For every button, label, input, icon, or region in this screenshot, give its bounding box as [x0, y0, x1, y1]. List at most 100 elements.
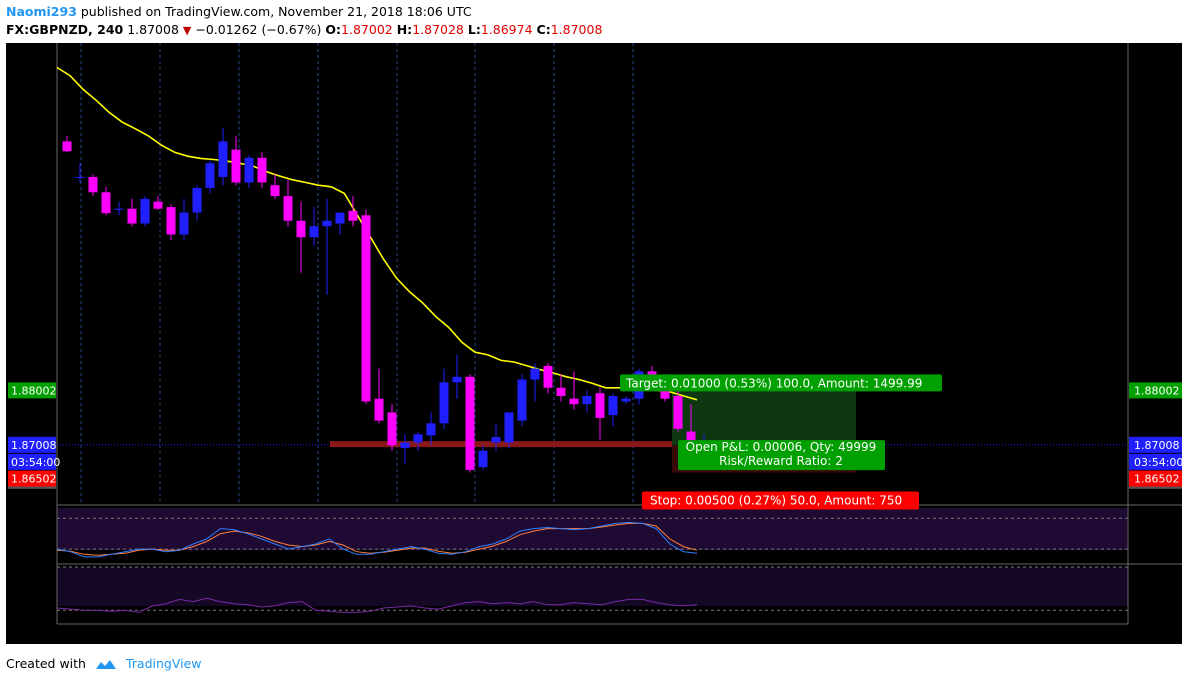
- candle-body: [166, 207, 176, 235]
- candle-body: [114, 208, 124, 210]
- y-tick-label-left: 1.92000: [7, 166, 53, 179]
- x-tick-label: 29: [1111, 627, 1126, 640]
- candle-body: [621, 398, 631, 402]
- candle-body: [569, 398, 579, 405]
- x-tick-label: 21: [638, 627, 653, 640]
- y-tick-label-left: 1.93000: [7, 111, 53, 124]
- candle-body: [205, 163, 215, 188]
- price-tag-left: [8, 453, 56, 470]
- price-tag-left-text: 1.86502: [11, 473, 57, 486]
- candle-body: [595, 393, 605, 418]
- candle-body: [673, 395, 683, 429]
- author-link[interactable]: Naomi293: [6, 4, 77, 19]
- moving-average-line: [56, 66, 698, 401]
- candle-body: [478, 450, 488, 468]
- rsi-tick-right: 40.0000: [1137, 593, 1183, 606]
- x-tick-label: 16: [401, 627, 417, 640]
- y-tick-label-left: 1.91000: [7, 220, 53, 233]
- open-pl-box: [678, 440, 885, 471]
- candle-body: [309, 226, 319, 238]
- x-tick-label: 28: [1032, 627, 1047, 640]
- candle-body: [387, 412, 397, 446]
- candle-body: [413, 434, 423, 443]
- candle-body: [400, 442, 410, 448]
- price-tag-left-text: 03:54:00: [11, 456, 60, 469]
- candle-body: [530, 368, 540, 380]
- stop-label: Stop: 0.00500 (0.27%) 50.0, Amount: 750: [650, 494, 902, 508]
- y-tick-label-right: 1.89000: [1137, 330, 1183, 343]
- candle-body: [504, 412, 514, 443]
- x-tick-label: 13: [164, 627, 179, 640]
- x-tick-label: 22: [716, 627, 731, 640]
- candle-body: [465, 376, 475, 470]
- publish-text: published on TradingView.com, November 2…: [76, 4, 472, 19]
- tradingview-brand-link[interactable]: TradingView: [125, 656, 202, 671]
- price-tag-right: [1129, 470, 1182, 487]
- low-label: L:: [467, 22, 481, 37]
- candle-body: [88, 176, 98, 193]
- candle-body: [270, 185, 280, 197]
- price-tag-right-text: 1.87008: [1134, 439, 1180, 452]
- candle-body: [244, 157, 254, 183]
- y-tick-label-right: 1.94000: [1137, 56, 1183, 69]
- candle-body: [101, 192, 111, 214]
- x-tick-label: 23: [795, 627, 810, 640]
- publish-info: Naomi293 published on TradingView.com, N…: [6, 4, 472, 19]
- candle-body: [426, 423, 436, 436]
- price-tag-left: [8, 382, 56, 399]
- high-label: H:: [396, 22, 413, 37]
- stoch-k-line: [56, 521, 698, 558]
- close-label: C:: [536, 22, 551, 37]
- down-arrow-icon: ▼: [182, 24, 192, 37]
- risk-reward-label: Risk/Reward Ratio: 2: [719, 454, 843, 468]
- candle-body: [686, 431, 696, 448]
- price-tag-right: [1129, 436, 1182, 453]
- open-label: O:: [325, 22, 342, 37]
- price-change: −0.01262 (−0.67%): [195, 22, 322, 37]
- symbol[interactable]: FX:GBPNZD, 240: [6, 22, 124, 37]
- footer: Created with TradingView: [6, 656, 202, 671]
- tradingview-cloud-icon: [95, 660, 116, 669]
- candle-body: [543, 365, 553, 388]
- candle-body: [179, 212, 189, 235]
- price-tag-right-text: 1.86502: [1134, 473, 1180, 486]
- candle-body: [491, 437, 501, 443]
- price-tag-left-text: 1.87008: [11, 439, 57, 452]
- y-tick-label-right: 1.91000: [1137, 220, 1183, 233]
- open-value: 1.87002: [341, 22, 393, 37]
- y-tick-label-right: 1.92000: [1137, 166, 1183, 179]
- stoch-band-fill: [57, 508, 1128, 550]
- close-value: 1.87008: [550, 22, 603, 37]
- chart-background: [6, 43, 1182, 644]
- candle-body: [127, 208, 137, 224]
- candle-body: [153, 201, 163, 209]
- open-pl-label: Open P&L: 0.00006, Qty: 49999: [686, 440, 877, 454]
- y-tick-label-left: 1.89000: [7, 330, 53, 343]
- price-tag-right-text: 03:54:00: [1134, 456, 1183, 469]
- last-price: 1.87008: [127, 22, 179, 37]
- target-zone: [672, 390, 856, 446]
- stoch-tick-right: 50.0000: [1137, 528, 1183, 541]
- y-tick-label-left: 1.90000: [7, 275, 53, 288]
- candle-body: [283, 196, 293, 221]
- low-value: 1.86974: [480, 22, 533, 37]
- stop-label-box: [642, 491, 919, 510]
- y-tick-label-right: 1.93000: [1137, 111, 1183, 124]
- candle-body: [218, 141, 228, 177]
- candle-body: [322, 220, 332, 227]
- candle-body: [335, 212, 345, 224]
- x-tick-label: 20: [559, 627, 575, 640]
- high-value: 1.87028: [412, 22, 464, 37]
- candle-body: [257, 157, 267, 183]
- support-zone: [330, 441, 672, 448]
- candle-body: [361, 215, 371, 402]
- candle-body: [452, 376, 462, 383]
- x-tick-label: 27: [953, 627, 968, 640]
- candle-body: [348, 210, 358, 221]
- created-with-text: Created with: [6, 656, 86, 671]
- rsi-band-fill: [57, 567, 1128, 606]
- stoch-tick-left: 0.0000: [14, 553, 53, 566]
- candle-body: [608, 395, 618, 416]
- stoch-tick-left: 50.0000: [7, 528, 53, 541]
